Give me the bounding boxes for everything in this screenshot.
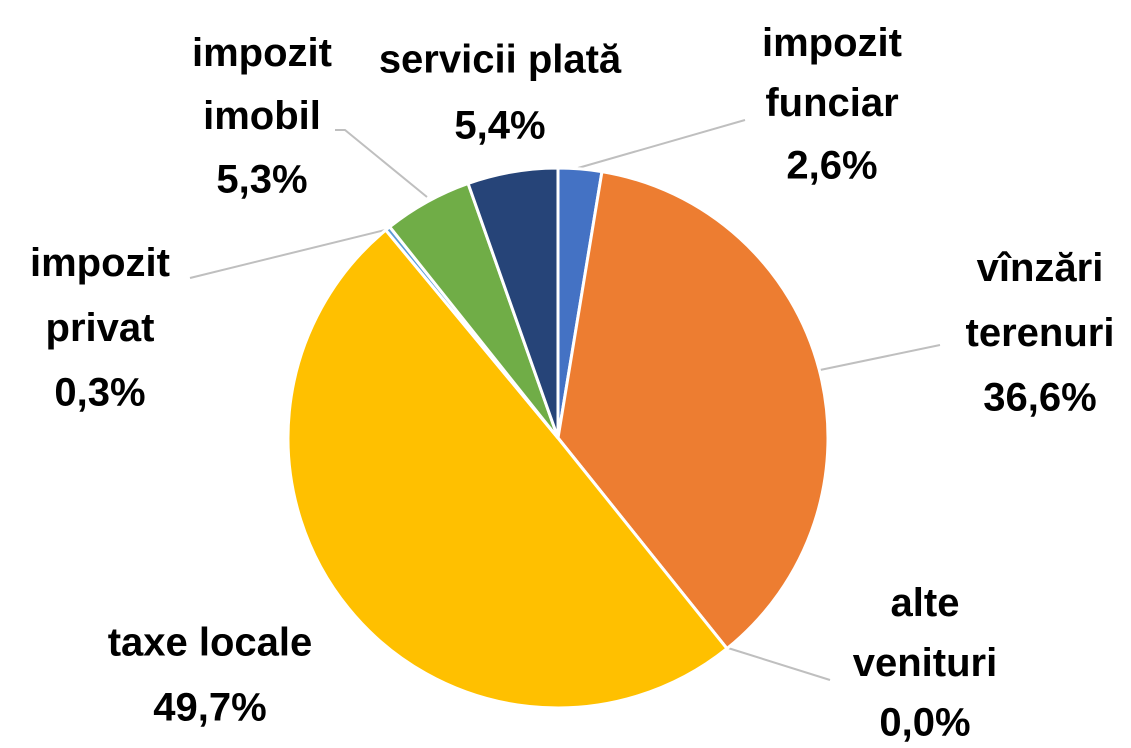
slice-value-label: 36,6%: [983, 376, 1096, 420]
slice-value-label: 5,3%: [216, 158, 307, 202]
leader-line: [577, 119, 746, 169]
leader-line: [189, 229, 386, 279]
slice-label: impozit privat: [30, 241, 170, 350]
slice-value-label: 0,0%: [879, 701, 970, 745]
leader-line: [727, 647, 831, 681]
slice-label: impozit imobil: [192, 31, 332, 138]
slice-value-label: 0,3%: [54, 371, 145, 415]
slice-value-label: 49,7%: [153, 686, 266, 730]
pie: [286, 166, 830, 710]
slice-label: vînzări terenuri: [966, 246, 1115, 355]
leader-lines: [189, 119, 941, 681]
slice-value-label: 2,6%: [786, 144, 877, 188]
pie-slice: [286, 227, 730, 710]
slice-label: servicii plată: [379, 38, 622, 82]
pie-slice: [556, 169, 830, 651]
slice-label: taxe locale: [108, 621, 313, 665]
slice-value-label: 5,4%: [454, 104, 545, 148]
slice-label: impozit funciar: [762, 21, 902, 125]
pie-slice: [466, 166, 560, 439]
leader-line: [335, 129, 428, 198]
slice-label: alte venituri: [853, 581, 997, 685]
leader-line: [819, 344, 941, 371]
